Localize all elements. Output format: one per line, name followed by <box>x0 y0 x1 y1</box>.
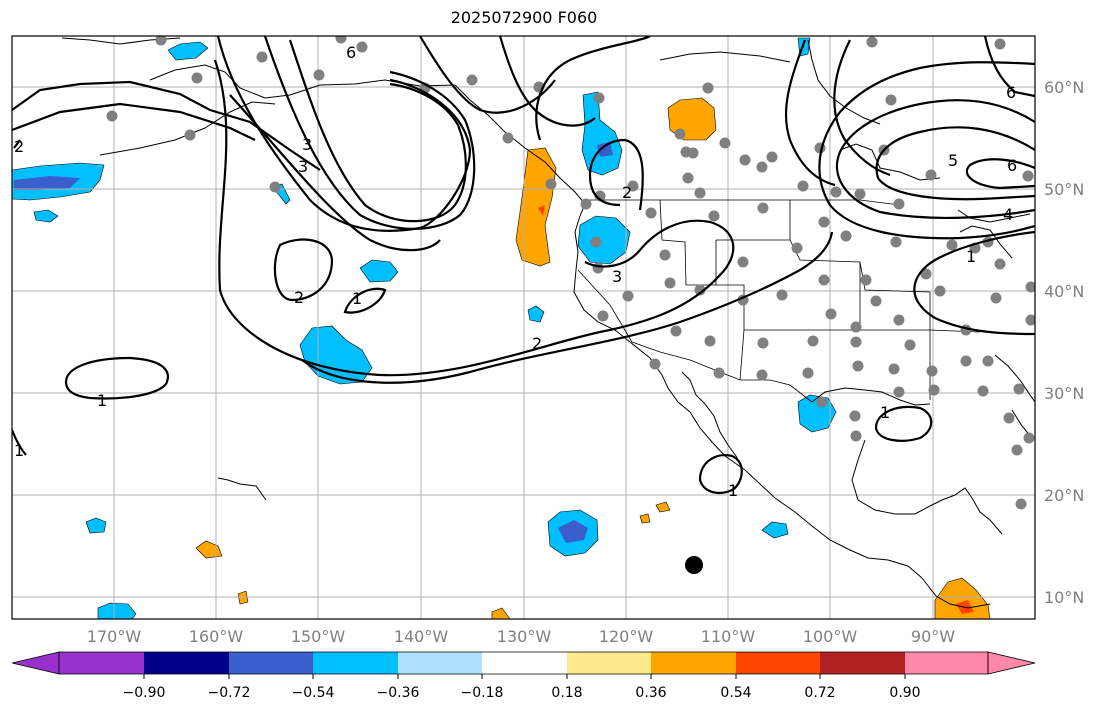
storm-marker <box>685 556 703 574</box>
lat-label: 50°N <box>1044 180 1084 199</box>
lon-label: 170°W <box>87 627 142 646</box>
colorbar-segment <box>905 652 988 674</box>
contour-label: 1 <box>97 391 107 410</box>
coastlines <box>61 37 1035 609</box>
pos-anomaly-coast <box>515 147 557 267</box>
longitude-labels: 170°W 160°W 150°W 140°W 130°W 120°W 110°… <box>87 627 955 646</box>
colorbar: −0.90 −0.72 −0.54 −0.36 −0.18 0.18 0.36 … <box>11 651 1036 701</box>
contour-label: 2 <box>14 137 24 156</box>
lon-label: 100°W <box>803 627 858 646</box>
colorbar-segment <box>567 652 651 674</box>
colorbar-extend-min <box>11 651 60 675</box>
map-title: 2025072900 F060 <box>450 8 598 27</box>
lat-label: 60°N <box>1044 78 1084 97</box>
colorbar-segment <box>482 652 567 674</box>
contour-lines <box>12 36 1035 495</box>
lon-label: 140°W <box>394 627 449 646</box>
latitude-labels: 60°N 50°N 40°N 30°N 20°N 10°N <box>1044 78 1084 607</box>
contour-label: 2 <box>294 288 304 307</box>
colorbar-tick-label: −0.36 <box>377 685 420 701</box>
colorbar-segment <box>229 652 313 674</box>
map-frame <box>11 35 1036 620</box>
colorbar-tick-label: −0.18 <box>461 685 504 701</box>
colorbar-segment <box>398 652 482 674</box>
graticule <box>12 36 1035 619</box>
contour-label: 3 <box>612 267 622 286</box>
contour-label: 1 <box>728 481 738 500</box>
colorbar-tick-label: −0.54 <box>292 685 335 701</box>
contour-label: 2 <box>532 334 542 353</box>
colorbar-segment <box>736 652 820 674</box>
lat-label: 30°N <box>1044 384 1084 403</box>
map-panel: 1 1 1 1 1 1 2 2 2 2 3 3 3 4 5 6 6 6 <box>12 36 1035 619</box>
colorbar-tick-label: 0.72 <box>804 685 835 701</box>
colorbar-segment <box>313 652 398 674</box>
contour-label: 6 <box>1007 156 1017 175</box>
colorbar-segment <box>144 652 229 674</box>
contour-label: 3 <box>298 157 308 176</box>
colorbar-tick-label: −0.90 <box>123 685 166 701</box>
lon-label: 150°W <box>291 627 346 646</box>
colorbar-segment <box>820 652 905 674</box>
lon-label: 90°W <box>911 627 955 646</box>
contour-label: 1 <box>880 403 890 422</box>
lat-label: 20°N <box>1044 486 1084 505</box>
colorbar-segment <box>59 652 144 674</box>
lat-label: 10°N <box>1044 588 1084 607</box>
colorbar-extend-max <box>987 651 1036 675</box>
political-borders <box>577 199 981 403</box>
contour-label: 1 <box>966 247 976 266</box>
lon-label: 160°W <box>189 627 244 646</box>
shaded-anomalies <box>12 37 991 619</box>
colorbar-tick-label: 0.90 <box>889 685 920 701</box>
contour-label-group: 1 1 1 1 1 1 2 2 2 2 3 3 3 4 5 6 6 6 <box>14 43 1017 500</box>
lon-label: 120°W <box>599 627 654 646</box>
colorbar-tick-label: −0.72 <box>208 685 251 701</box>
contour-label: 6 <box>1006 83 1016 102</box>
lon-label: 110°W <box>701 627 756 646</box>
contour-label: 2 <box>622 183 632 202</box>
colorbar-tick-label: 0.54 <box>720 685 751 701</box>
contour-label: 1 <box>14 441 24 460</box>
contour-label: 6 <box>346 43 356 62</box>
contour-label: 3 <box>302 135 312 154</box>
colorbar-segment <box>651 652 736 674</box>
station-markers <box>106 36 1035 510</box>
lon-label: 130°W <box>497 627 552 646</box>
contour-label: 5 <box>948 151 958 170</box>
colorbar-tick-label: 0.18 <box>551 685 582 701</box>
contour-label: 4 <box>1003 205 1013 224</box>
colorbar-tick-label: 0.36 <box>635 685 666 701</box>
contour-label: 1 <box>352 289 362 308</box>
lat-label: 40°N <box>1044 282 1084 301</box>
